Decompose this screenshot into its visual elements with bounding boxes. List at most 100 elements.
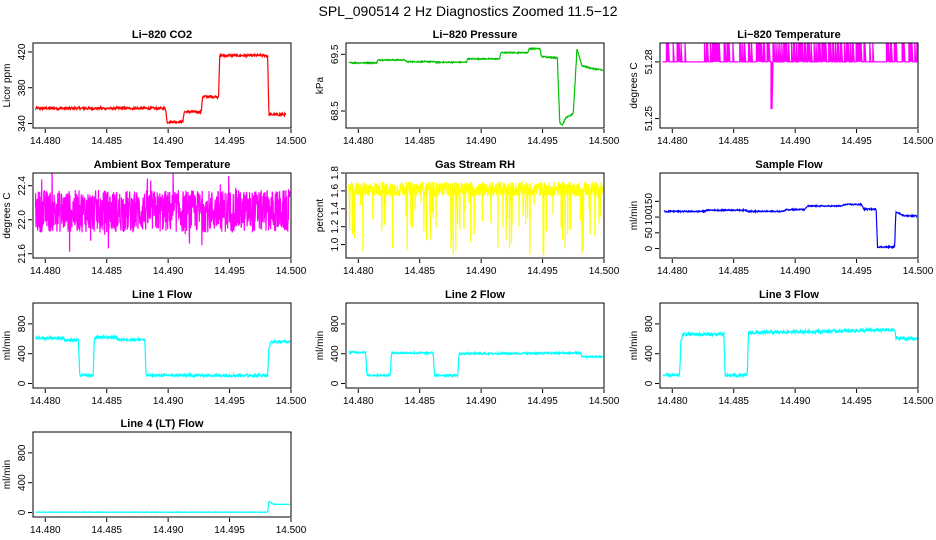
x-tick-label: 14.480 bbox=[30, 266, 61, 277]
panel-title: Line 1 Flow bbox=[132, 289, 192, 301]
y-tick-label: 400 bbox=[644, 345, 655, 362]
series-line bbox=[35, 333, 291, 379]
y-axis-label: ml/min bbox=[315, 331, 326, 360]
panel-title: Sample Flow bbox=[755, 159, 823, 171]
x-tick-label: 14.500 bbox=[276, 266, 307, 277]
y-tick-label: 0 bbox=[644, 380, 655, 386]
y-tick-label: 1.4 bbox=[330, 201, 341, 215]
y-axis-label: ml/min bbox=[629, 331, 640, 360]
y-tick-label: 69.5 bbox=[330, 44, 341, 64]
x-tick-label: 14.500 bbox=[589, 136, 620, 147]
y-tick-label: 21.6 bbox=[17, 244, 28, 264]
series-line bbox=[35, 500, 291, 514]
x-tick-label: 14.490 bbox=[153, 525, 184, 536]
plot-frame bbox=[659, 302, 919, 389]
plot-frame bbox=[32, 302, 292, 389]
x-tick-label: 14.490 bbox=[780, 136, 811, 147]
y-tick-label: 800 bbox=[17, 315, 28, 332]
panel-title: Ambient Box Temperature bbox=[94, 159, 231, 171]
y-tick-label: 1.8 bbox=[330, 166, 341, 180]
panel-ambient: Ambient Box Temperature degrees C 14.480 14… bbox=[2, 159, 307, 277]
x-tick-label: 14.490 bbox=[780, 266, 811, 277]
plot-frame bbox=[345, 42, 605, 129]
x-tick-label: 14.500 bbox=[903, 136, 934, 147]
x-tick-label: 14.495 bbox=[214, 396, 245, 407]
x-tick-label: 14.485 bbox=[404, 266, 435, 277]
plot-frame bbox=[32, 42, 292, 129]
x-tick-label: 14.495 bbox=[527, 136, 558, 147]
x-tick-label: 14.485 bbox=[91, 136, 122, 147]
plot-frame bbox=[32, 431, 292, 518]
panel-line2: Line 2 Flow ml/min 14.480 14.485 14.490 14.49… bbox=[315, 289, 620, 407]
x-tick-label: 14.490 bbox=[466, 266, 497, 277]
y-tick-label: 22.0 bbox=[17, 210, 28, 230]
plot-frame bbox=[32, 172, 292, 259]
series-line bbox=[348, 349, 604, 379]
y-axis-label: degrees C bbox=[2, 192, 13, 238]
panel-sample: Sample Flow ml/min 14.480 14.485 14.490 14.49… bbox=[629, 159, 934, 277]
x-tick-label: 14.490 bbox=[153, 266, 184, 277]
x-tick-label: 14.495 bbox=[841, 136, 872, 147]
panel-line3: Line 3 Flow ml/min 14.480 14.485 14.490 14.49… bbox=[629, 289, 934, 407]
x-tick-label: 14.480 bbox=[30, 525, 61, 536]
y-tick-label: 51.25 bbox=[644, 106, 655, 131]
x-tick-label: 14.490 bbox=[153, 396, 184, 407]
y-tick-label: 0 bbox=[17, 380, 28, 386]
x-tick-label: 14.485 bbox=[404, 136, 435, 147]
x-tick-label: 14.500 bbox=[589, 396, 620, 407]
y-tick-label: 150 bbox=[644, 193, 655, 210]
series-line bbox=[348, 46, 604, 126]
series-line bbox=[34, 52, 287, 126]
x-tick-label: 14.490 bbox=[466, 136, 497, 147]
panels: Li−820 CO2 Licor ppm 14.480 14.485 14.490 14.… bbox=[2, 29, 934, 536]
y-tick-label: 1.6 bbox=[330, 184, 341, 198]
y-axis-label: ml/min bbox=[629, 201, 640, 230]
panel-pressure: Li−820 Pressure kPa 14.480 14.485 14.490 14.4… bbox=[315, 29, 620, 147]
x-tick-label: 14.485 bbox=[91, 396, 122, 407]
x-tick-label: 14.500 bbox=[903, 396, 934, 407]
x-tick-label: 14.495 bbox=[214, 136, 245, 147]
panel-title: Li−820 Pressure bbox=[433, 29, 518, 41]
series-line bbox=[662, 326, 918, 379]
x-tick-label: 14.490 bbox=[780, 396, 811, 407]
plot-frame bbox=[345, 172, 605, 259]
panel-title: Li−820 CO2 bbox=[132, 29, 192, 41]
x-tick-label: 14.480 bbox=[657, 396, 688, 407]
y-tick-label: 400 bbox=[17, 345, 28, 362]
x-tick-label: 14.500 bbox=[589, 266, 620, 277]
panel-title: Li−820 Temperature bbox=[737, 29, 840, 41]
y-tick-label: 800 bbox=[644, 315, 655, 332]
panel-title: Line 3 Flow bbox=[759, 289, 819, 301]
x-tick-label: 14.495 bbox=[841, 396, 872, 407]
x-tick-label: 14.480 bbox=[30, 136, 61, 147]
x-tick-label: 14.495 bbox=[841, 266, 872, 277]
y-axis-label: degrees C bbox=[629, 62, 640, 108]
y-tick-label: 100 bbox=[644, 208, 655, 225]
x-tick-label: 14.485 bbox=[718, 136, 749, 147]
y-axis-label: ml/min bbox=[2, 331, 13, 360]
series-line bbox=[34, 173, 291, 252]
y-tick-label: 800 bbox=[330, 315, 341, 332]
x-tick-label: 14.480 bbox=[30, 396, 61, 407]
x-tick-label: 14.480 bbox=[657, 266, 688, 277]
panel-line1: Line 1 Flow ml/min 14.480 14.485 14.490 14.49… bbox=[2, 289, 307, 407]
y-tick-label: 51.28 bbox=[644, 49, 655, 74]
panel-title: Line 4 (LT) Flow bbox=[121, 418, 204, 430]
x-tick-label: 14.500 bbox=[276, 525, 307, 536]
x-tick-label: 14.480 bbox=[343, 396, 374, 407]
y-tick-label: 50 bbox=[644, 227, 655, 239]
y-tick-label: 1.2 bbox=[330, 219, 341, 233]
x-tick-label: 14.500 bbox=[903, 266, 934, 277]
x-tick-label: 14.485 bbox=[404, 396, 435, 407]
y-tick-label: 400 bbox=[17, 474, 28, 491]
x-tick-label: 14.490 bbox=[153, 136, 184, 147]
y-tick-label: 340 bbox=[17, 115, 28, 132]
figure-title: SPL_090514 2 Hz Diagnostics Zoomed 11.5−… bbox=[319, 3, 618, 19]
y-tick-label: 68.5 bbox=[330, 101, 341, 121]
panel-rh: Gas Stream RH percent 14.480 14.485 14.490 14… bbox=[315, 159, 620, 277]
panel-title: Gas Stream RH bbox=[435, 159, 515, 171]
x-tick-label: 14.495 bbox=[214, 266, 245, 277]
y-tick-label: 0 bbox=[17, 509, 28, 515]
y-tick-label: 0 bbox=[644, 245, 655, 251]
